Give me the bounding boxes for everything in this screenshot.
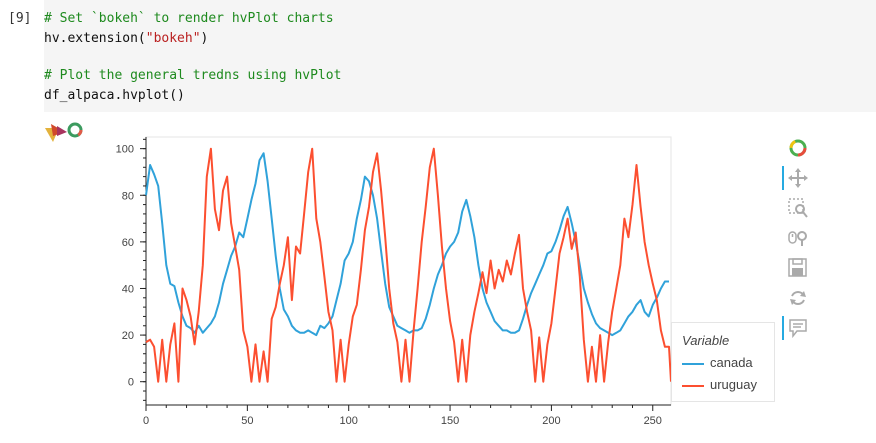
code-comment-line: # Set `bokeh` to render hvPlot charts xyxy=(44,11,334,26)
bokeh-logo-icon xyxy=(45,122,83,142)
x-tick-label: 150 xyxy=(441,415,459,427)
y-tick-label: 80 xyxy=(122,190,134,202)
legend-swatch xyxy=(682,363,704,365)
x-tick-label: 50 xyxy=(241,415,253,427)
code-call-suffix: ) xyxy=(200,31,209,46)
toolbar-logo[interactable] xyxy=(782,134,812,162)
save-tool-icon xyxy=(788,258,807,277)
wheel-zoom-tool-button[interactable] xyxy=(782,224,812,252)
code-comment-line: # Plot the general tredns using hvPlot xyxy=(44,68,342,83)
y-tick-label: 40 xyxy=(122,283,134,295)
x-tick-label: 250 xyxy=(644,415,662,427)
wheel-zoom-tool-icon xyxy=(788,231,807,246)
box-zoom-tool-button[interactable] xyxy=(782,194,812,222)
code-call-line: hv.extension("bokeh") xyxy=(44,31,208,46)
save-tool-button[interactable] xyxy=(782,254,812,282)
bokeh-logo xyxy=(45,122,85,151)
y-tick-label: 20 xyxy=(122,330,134,342)
legend-label: uruguay xyxy=(710,377,757,392)
execution-count: [9] xyxy=(8,11,32,26)
plot-frame xyxy=(145,136,672,406)
x-tick-label: 0 xyxy=(143,415,149,427)
legend-swatch xyxy=(682,385,704,387)
hover-tool-icon xyxy=(789,319,807,338)
series-line-uruguay xyxy=(145,147,672,383)
pan-tool-icon xyxy=(788,168,808,188)
legend-label: canada xyxy=(710,355,753,370)
x-tick-label: 200 xyxy=(542,415,560,427)
box-zoom-tool-icon xyxy=(788,198,808,218)
chart-legend[interactable]: Variable canada uruguay xyxy=(671,322,775,402)
reset-tool-button[interactable] xyxy=(782,284,812,312)
reset-tool-icon xyxy=(790,291,806,305)
y-tick-label: 0 xyxy=(128,377,134,389)
legend-title: Variable xyxy=(682,333,730,348)
series-line-canada xyxy=(145,152,669,337)
code-string-literal: "bokeh" xyxy=(145,31,201,46)
pan-tool-button[interactable] xyxy=(782,164,812,192)
y-tick-label: 100 xyxy=(116,144,134,156)
axes: 0 20 40 60 80 100 0 50 100 150 200 250 xyxy=(116,137,671,427)
code-cell[interactable]: [9] # Set `bokeh` to render hvPlot chart… xyxy=(0,0,876,112)
code-statement-line: df_alpaca.hvplot() xyxy=(44,88,185,103)
bokeh-logo-icon xyxy=(789,139,807,157)
hvplot-line-chart[interactable]: 0 20 40 60 80 100 0 50 100 150 200 250 xyxy=(0,112,876,443)
cell-output: 0 20 40 60 80 100 0 50 100 150 200 250 xyxy=(0,112,876,443)
x-tick-label: 100 xyxy=(340,415,358,427)
code-editor[interactable]: # Set `bokeh` to render hvPlot charts hv… xyxy=(44,0,876,112)
hover-tool-button[interactable] xyxy=(782,314,812,342)
code-call-prefix: hv.extension( xyxy=(44,31,146,46)
series-lines xyxy=(145,147,672,383)
y-tick-label: 60 xyxy=(122,237,134,249)
